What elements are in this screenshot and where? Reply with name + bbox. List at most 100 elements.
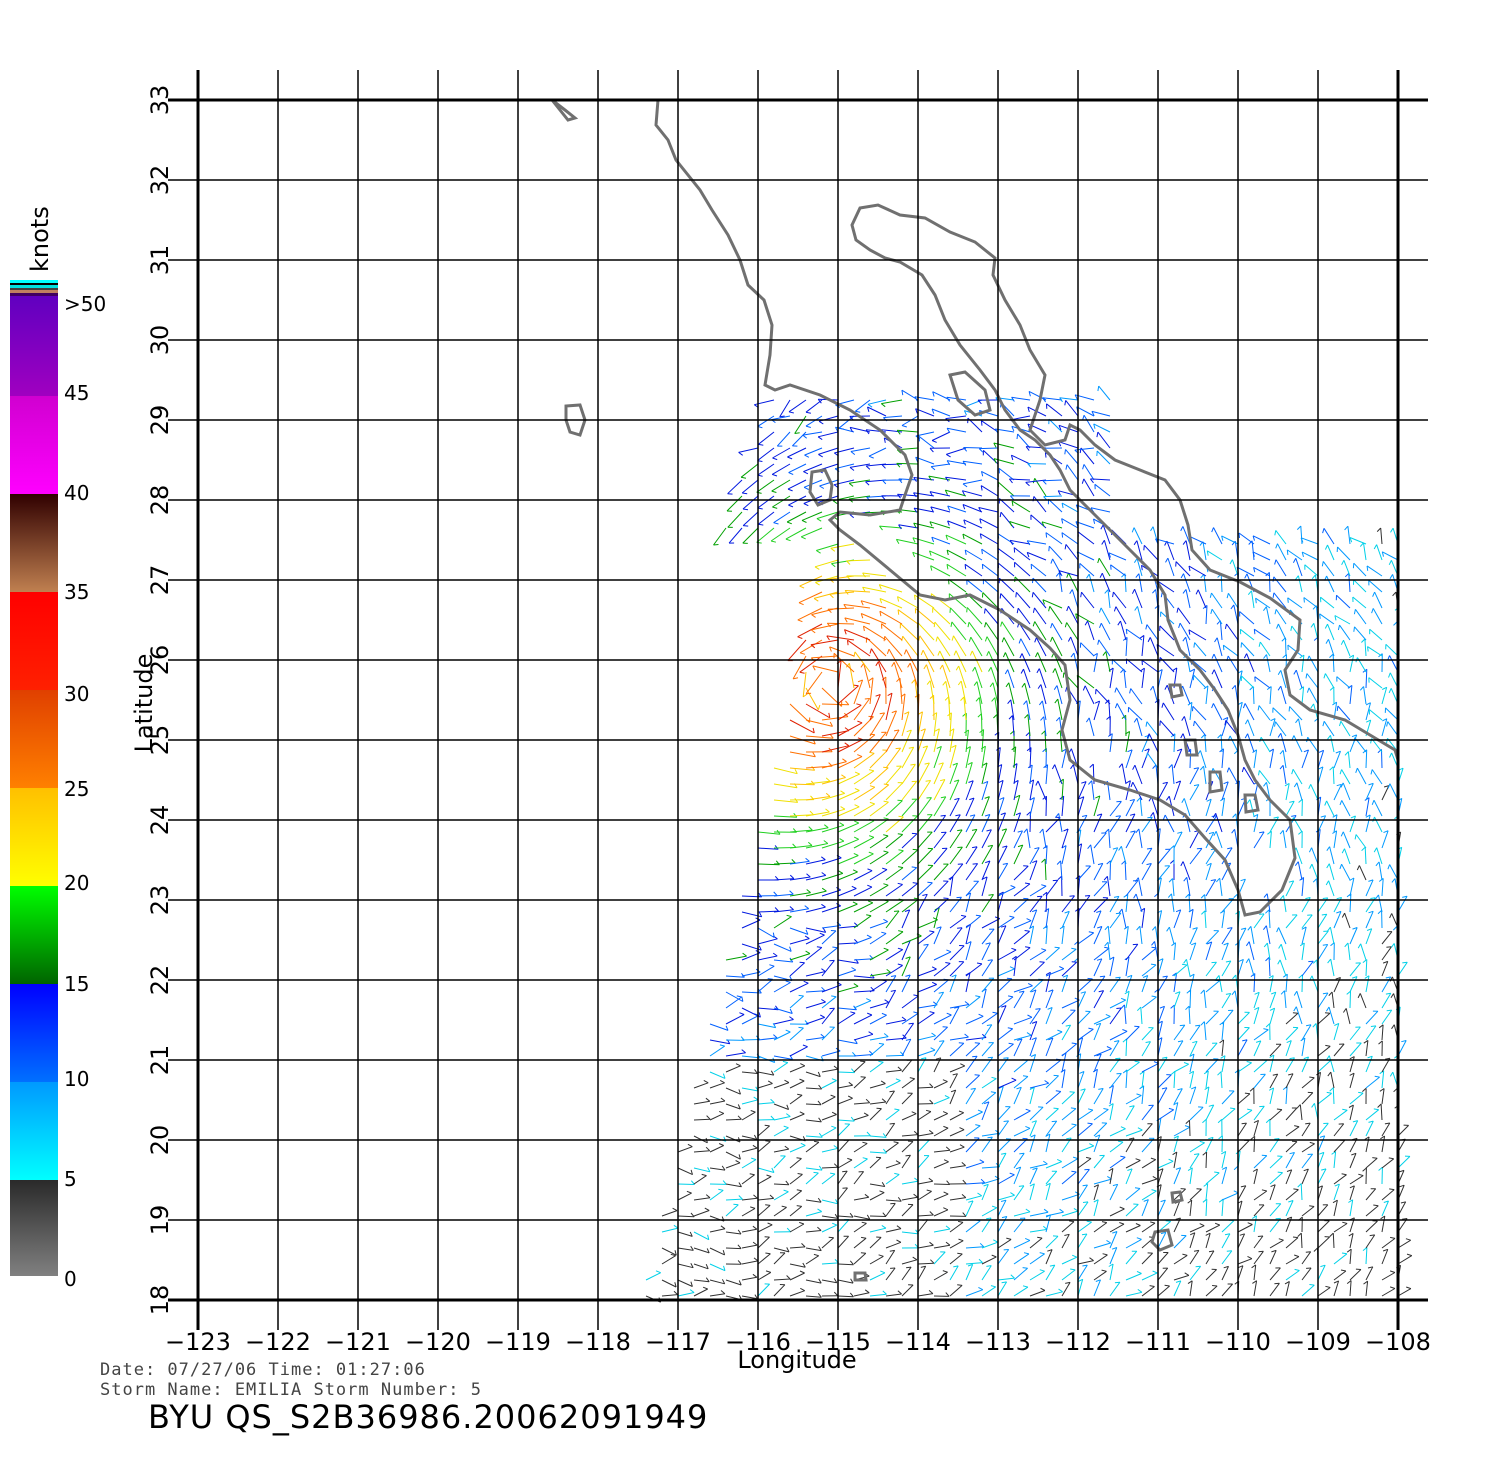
wind-barb (1061, 1052, 1067, 1073)
wind-barb-tick (738, 1154, 741, 1160)
wind-barb (1253, 749, 1258, 769)
wind-barb (757, 463, 775, 476)
wind-barb-tick (963, 519, 966, 525)
wind-barb (985, 622, 999, 641)
wind-barb-tick (929, 521, 933, 527)
wind-barb-tick (852, 901, 858, 905)
wind-barb (1189, 1265, 1201, 1281)
wind-barb (1045, 1161, 1062, 1169)
wind-barb-tick (1378, 1040, 1383, 1045)
wind-barb-tick (1357, 943, 1362, 949)
wind-barb-tick (765, 1140, 771, 1142)
wind-barb-tick (868, 1031, 874, 1035)
wind-barb (1141, 1286, 1155, 1297)
wind-barb (1301, 551, 1319, 561)
wind-barb-tick (957, 1284, 963, 1286)
wind-barb (1061, 1282, 1071, 1297)
wind-barb (837, 1097, 853, 1105)
wind-barb (1061, 779, 1064, 801)
wind-barb (853, 1033, 874, 1041)
wind-barb-tick (962, 483, 968, 488)
wind-barb-tick (821, 968, 826, 972)
wind-barb (1173, 1102, 1179, 1121)
wind-barb-tick (1259, 831, 1265, 834)
wind-barb-tick (839, 838, 845, 842)
wind-barb (933, 1040, 945, 1057)
wind-barb (965, 915, 982, 929)
wind-barb (1385, 643, 1399, 657)
wind-barb (821, 1147, 839, 1153)
wind-barb-tick (802, 434, 808, 439)
wind-barb (918, 436, 935, 449)
wind-barb (917, 848, 934, 865)
wind-barb (1275, 721, 1287, 737)
wind-barb-tick (1311, 574, 1316, 580)
wind-barb (1172, 878, 1175, 897)
wind-barb-tick (1031, 909, 1037, 913)
wind-barb (837, 1279, 854, 1284)
wind-barb (789, 927, 809, 935)
wind-barb-tick (1329, 1232, 1334, 1237)
wind-barb (949, 1146, 965, 1153)
wind-barb (965, 924, 971, 945)
wind-barb (965, 1262, 983, 1265)
wind-barb (1061, 1210, 1079, 1217)
wind-barb-tick (864, 1289, 870, 1294)
wind-barb-tick (1232, 974, 1237, 980)
wind-barb (757, 978, 774, 993)
wind-barb-tick (1279, 895, 1284, 900)
wind-barb-tick (1265, 1118, 1271, 1124)
wind-barb-tick (932, 391, 935, 397)
wind-barb (1093, 653, 1098, 673)
wind-barb (853, 1292, 870, 1297)
wind-barb (933, 779, 946, 801)
wind-barb (901, 1266, 912, 1281)
wind-barb-tick (1274, 1138, 1280, 1140)
wind-barb-tick (814, 566, 820, 570)
lat-lon-grid (168, 70, 1428, 1330)
wind-barb-tick (880, 403, 886, 408)
wind-barb (1013, 1286, 1029, 1297)
wind-barb (863, 625, 887, 641)
wind-barb (1013, 1038, 1023, 1057)
wind-barb (1204, 734, 1207, 753)
wind-barb (805, 1211, 822, 1217)
wind-barb (1397, 1239, 1411, 1249)
gulf-island-1 (1168, 683, 1184, 699)
wind-barb (853, 803, 875, 817)
wind-barb (1269, 718, 1276, 737)
wind-barb (1141, 975, 1149, 993)
wind-barb (677, 1192, 692, 1201)
wind-barb (1237, 1012, 1250, 1025)
wind-barb (1317, 1287, 1331, 1297)
wind-barb (949, 798, 960, 817)
wind-barb-tick (939, 779, 946, 782)
wind-barb-tick (1211, 669, 1215, 675)
wind-barb-tick (849, 1292, 854, 1298)
wind-barb (869, 1192, 885, 1201)
wind-barb (997, 1249, 1010, 1265)
wind-barb (1273, 576, 1287, 593)
wind-barb-tick (799, 1111, 805, 1115)
wind-barb-tick (1271, 991, 1276, 995)
wind-barb (1280, 733, 1287, 753)
wind-barb-tick (978, 1286, 984, 1291)
wind-barb-tick (1245, 958, 1250, 964)
wind-barb-tick (1279, 764, 1284, 770)
wind-barb (932, 607, 951, 625)
wind-barb (962, 460, 983, 465)
wind-barb-tick (977, 1192, 982, 1197)
wind-barb-tick (1367, 1055, 1373, 1059)
wind-barb (1017, 607, 1031, 625)
wind-barb (1029, 1134, 1036, 1153)
wind-barb (772, 447, 791, 459)
wind-barb (1020, 638, 1031, 657)
wind-barb-tick (1040, 716, 1045, 721)
wind-barb-tick (1353, 609, 1356, 615)
wind-barb (1027, 714, 1031, 737)
wind-barb-tick (867, 403, 873, 408)
wind-barb-tick (920, 650, 924, 656)
wind-barb-tick (1150, 1221, 1156, 1224)
wind-barb (853, 770, 875, 785)
wind-barb-tick (673, 1290, 678, 1295)
